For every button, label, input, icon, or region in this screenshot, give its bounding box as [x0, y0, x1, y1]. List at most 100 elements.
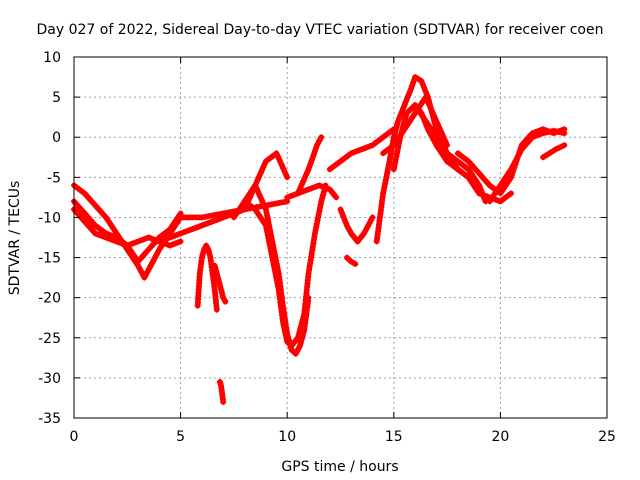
data-point [337, 206, 344, 213]
data-point [198, 254, 205, 261]
data-point [295, 331, 302, 338]
data-point [253, 185, 260, 192]
data-point [422, 87, 429, 94]
data-point [213, 306, 220, 313]
data-point [271, 267, 278, 274]
data-point [166, 242, 173, 249]
data-series [486, 127, 568, 205]
data-point [192, 224, 199, 231]
y-tick-label: -5 [47, 170, 61, 186]
y-tick-label: -20 [38, 291, 61, 307]
data-point [340, 212, 347, 219]
data-series [540, 142, 568, 161]
data-point [258, 167, 265, 174]
data-point [391, 131, 398, 137]
data-point [318, 183, 325, 190]
data-point [555, 144, 562, 151]
data-point [297, 339, 304, 346]
data-point [402, 98, 409, 105]
data-series [284, 182, 340, 201]
data-point [273, 273, 280, 280]
data-point [353, 148, 360, 155]
data-point [561, 130, 568, 137]
data-point [165, 235, 172, 242]
data-point [282, 171, 289, 178]
data-point [392, 156, 399, 163]
data-point [428, 106, 435, 113]
data-point [132, 239, 139, 246]
y-tick-label: 5 [52, 90, 61, 106]
data-point [216, 281, 223, 288]
data-point [162, 236, 169, 243]
data-point [299, 316, 306, 323]
data-point [281, 325, 288, 332]
data-point [298, 319, 305, 326]
data-point [561, 142, 568, 149]
data-point [177, 238, 184, 245]
data-point [174, 231, 181, 238]
data-point [408, 83, 415, 90]
data-point [477, 185, 484, 192]
data-point [108, 236, 115, 243]
data-point [200, 249, 207, 256]
data-point [171, 232, 178, 239]
data-point [387, 154, 394, 161]
data-point [300, 313, 307, 320]
data-series [217, 378, 227, 405]
plot-frame [73, 56, 608, 419]
series-band [177, 150, 290, 221]
data-point [220, 399, 227, 405]
data-point [218, 286, 225, 293]
data-point [366, 143, 373, 150]
data-point [274, 153, 281, 160]
data-point [442, 139, 449, 146]
data-point [268, 251, 275, 258]
data-point [280, 322, 287, 329]
data-point [282, 328, 289, 335]
data-point [318, 198, 325, 205]
data-series [211, 262, 229, 305]
y-tick-label: -25 [38, 331, 61, 347]
data-point [169, 241, 176, 248]
data-point [318, 134, 325, 141]
data-point [407, 86, 414, 93]
data-point [391, 163, 398, 170]
data-point [411, 77, 418, 84]
y-tick-label: -30 [38, 371, 61, 387]
data-point [421, 84, 428, 91]
data-point [438, 130, 445, 137]
data-point [384, 167, 391, 174]
data-point [214, 216, 221, 223]
data-point [306, 163, 313, 170]
data-point [419, 81, 426, 88]
data-point [358, 146, 365, 153]
data-point [218, 289, 225, 296]
data-point [113, 238, 120, 245]
data-point [418, 78, 425, 85]
data-point [279, 318, 286, 325]
data-series [241, 182, 329, 349]
data-point [394, 121, 401, 128]
data-point [215, 275, 222, 282]
data-point [100, 233, 107, 240]
data-point [150, 236, 157, 243]
x-tick-label: 0 [70, 429, 79, 445]
data-point [213, 270, 220, 277]
data-point [199, 251, 206, 258]
data-point [532, 133, 538, 140]
data-point [302, 172, 309, 179]
data-point [195, 223, 202, 230]
data-point [282, 332, 289, 339]
data-point [436, 124, 443, 131]
x-axis-label: GPS time / hours [281, 459, 398, 475]
data-point [159, 237, 166, 244]
data-point [105, 235, 112, 242]
data-point [440, 133, 447, 140]
data-point [276, 156, 283, 163]
data-point [383, 174, 390, 181]
y-tick-label: 0 [52, 130, 61, 146]
data-point [508, 174, 515, 181]
axis-ticks: 0 5 10 15 20 25 -35 -30 -25 -20 -15 -10 -5 0 5 10 [38, 50, 616, 445]
data-point [124, 242, 131, 249]
data-point [364, 144, 371, 151]
